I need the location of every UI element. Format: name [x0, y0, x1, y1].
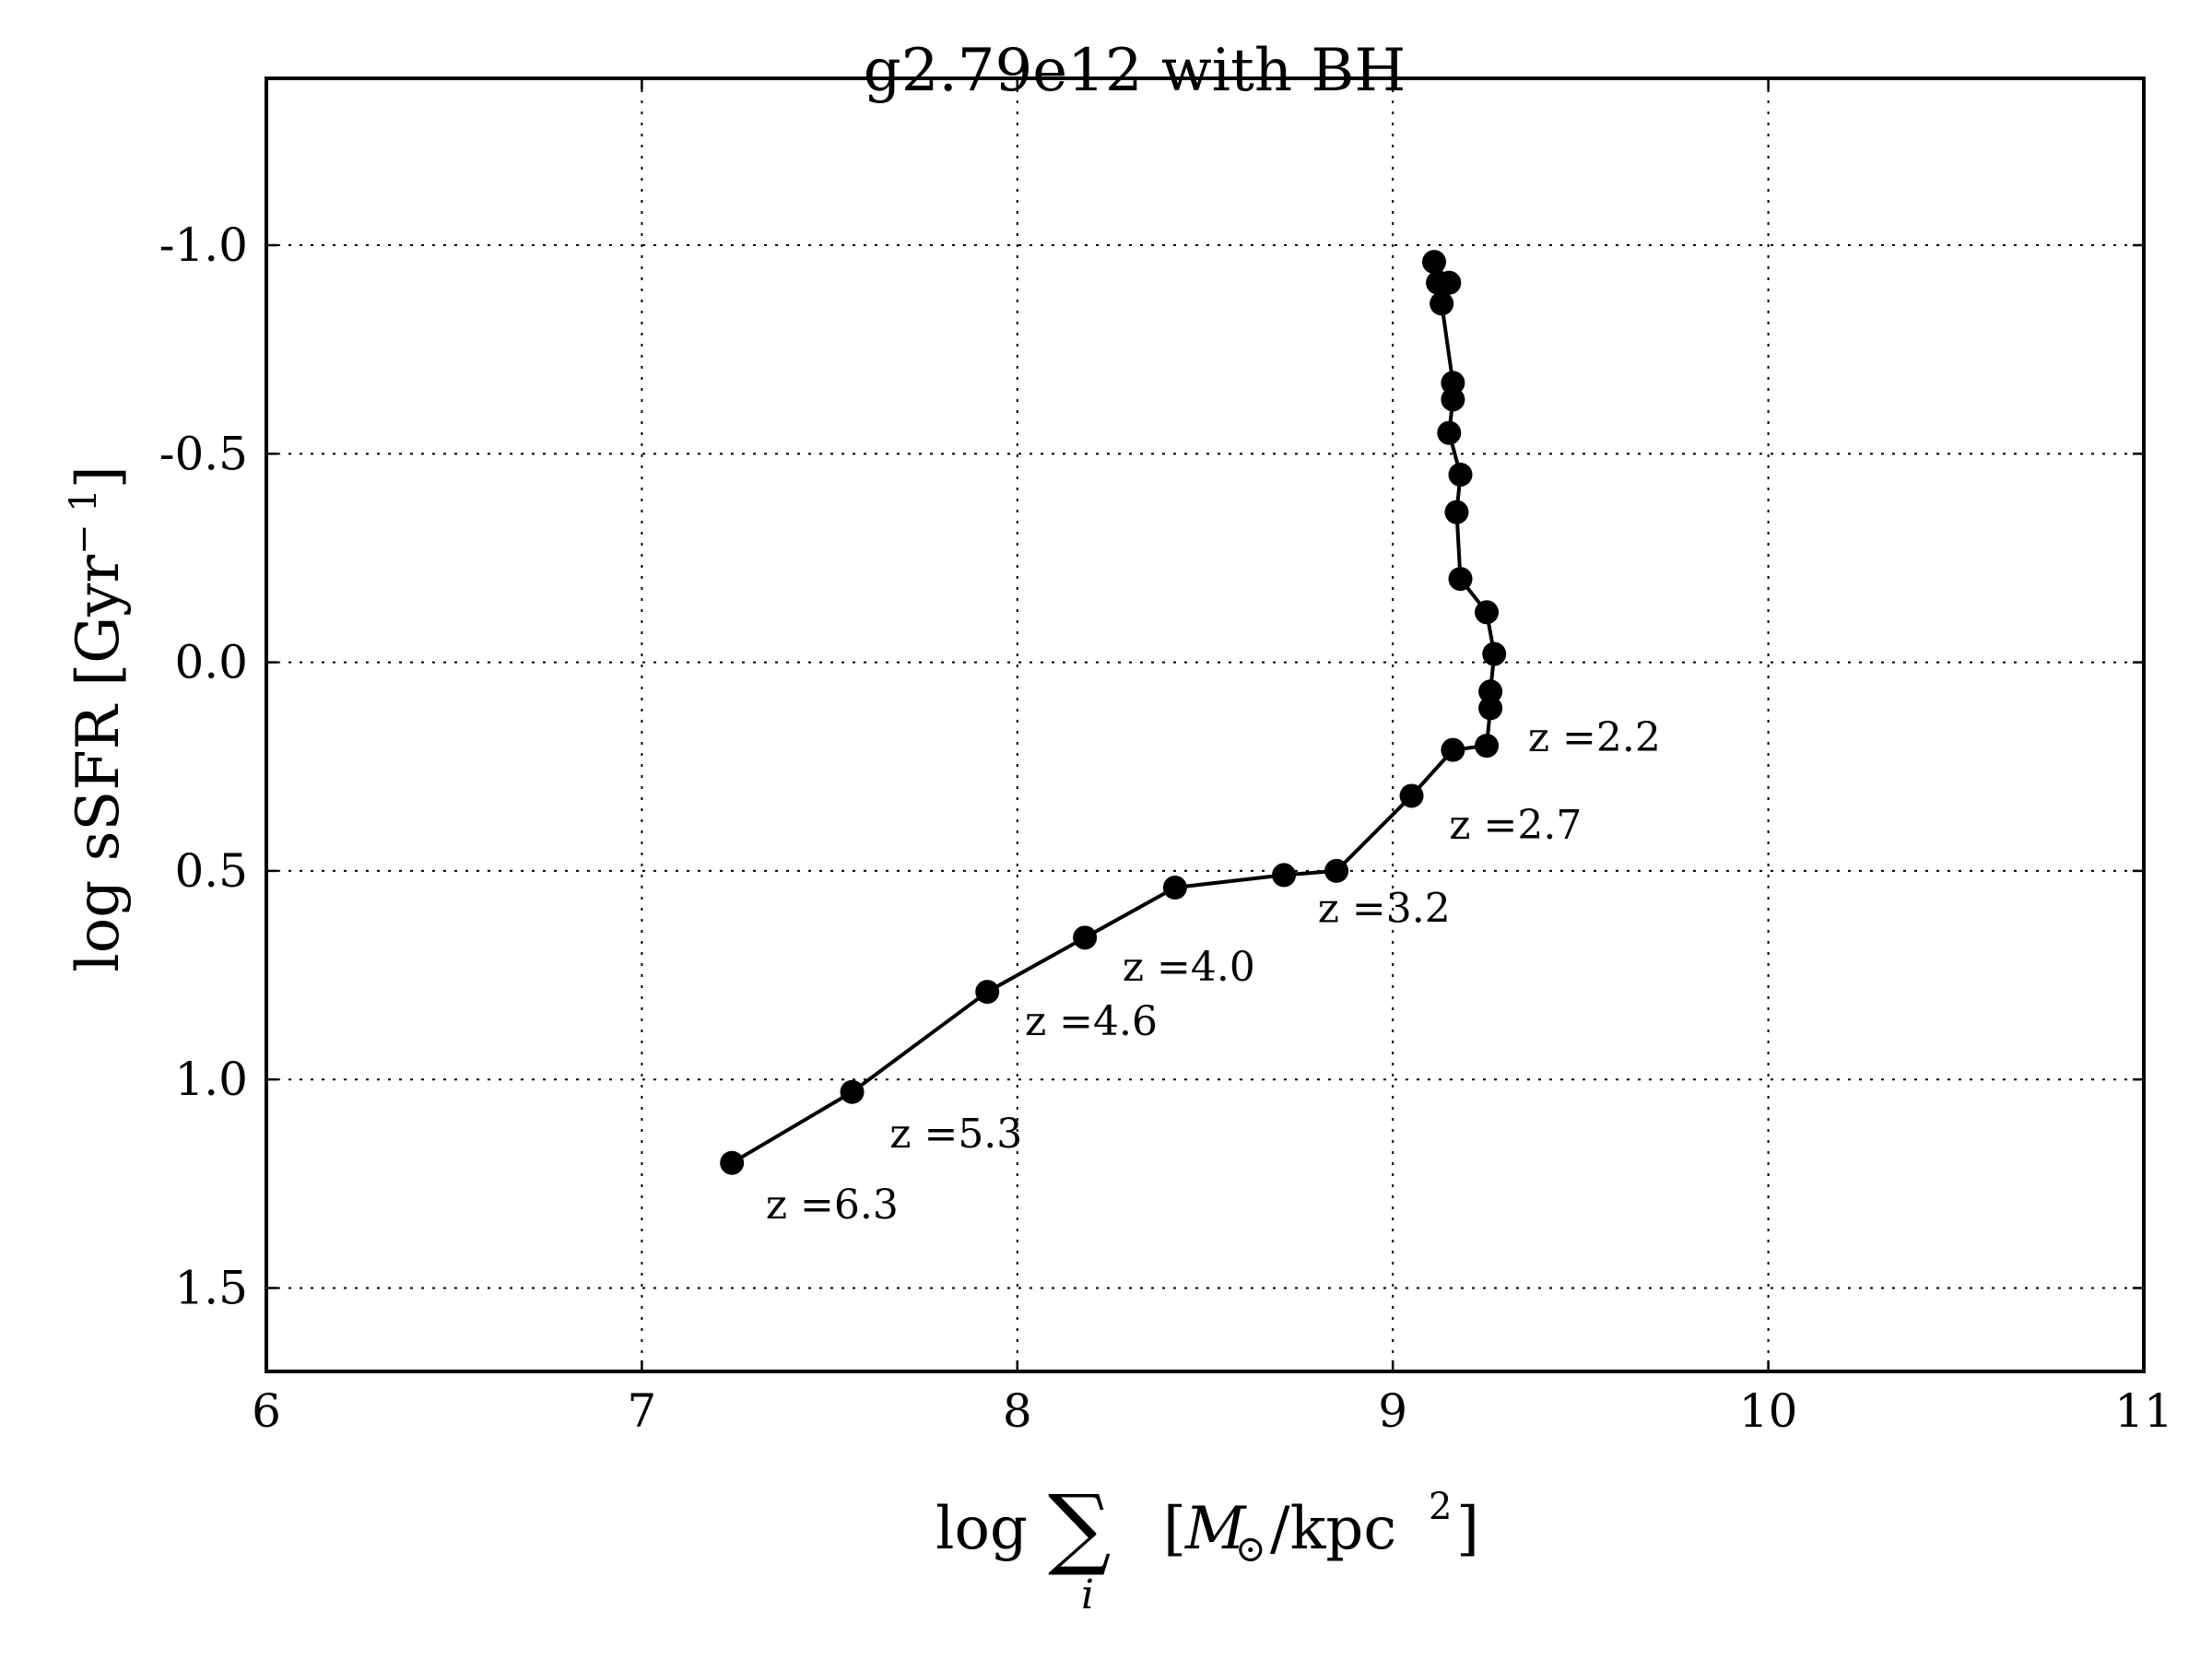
series: [720, 250, 1507, 1175]
x-axis-label-open: [: [1163, 1495, 1186, 1563]
y-tick-label: 1.5: [174, 1261, 248, 1314]
grid: [266, 78, 2144, 1371]
x-axis-label-close: ]: [1456, 1495, 1479, 1563]
data-point: [1437, 420, 1462, 445]
data-point: [1482, 641, 1507, 666]
x-tick-label: 8: [1003, 1384, 1032, 1438]
y-axis-label-sup: − 1: [63, 488, 105, 555]
x-tick-label: 10: [1739, 1384, 1798, 1438]
y-axis-label: log sSFR [Gyr− 1]: [63, 465, 133, 971]
data-point: [1399, 783, 1424, 808]
data-point: [720, 1150, 745, 1175]
redshift-annotation: z =5.3: [889, 1111, 1022, 1158]
data-point: [840, 1079, 865, 1104]
x-axis-label-mass: M: [1184, 1495, 1247, 1563]
data-point: [975, 980, 1000, 1005]
x-tick-label: 11: [2114, 1384, 2173, 1438]
redshift-annotation: z =6.3: [766, 1182, 899, 1229]
data-point: [1441, 371, 1465, 395]
data-point: [1324, 858, 1349, 883]
y-tick-label: 0.5: [174, 844, 248, 898]
data-point: [1272, 863, 1297, 888]
svg-text:log sSFR [Gyr− 1]: log sSFR [Gyr− 1]: [63, 465, 133, 971]
data-point: [1162, 876, 1187, 900]
x-tick-label: 9: [1378, 1384, 1407, 1438]
redshift-annotation: z =4.0: [1123, 944, 1255, 991]
series-line: [731, 260, 1497, 1165]
data-point: [1475, 734, 1500, 759]
data-point: [1437, 270, 1462, 295]
y-tick-label: -0.5: [159, 427, 248, 480]
chart-title: g2.79e12 with BH: [864, 37, 1406, 105]
x-tick-label: 7: [627, 1384, 656, 1438]
y-axis-label-close: ]: [65, 465, 133, 488]
data-point: [1430, 291, 1454, 316]
data-point: [1073, 925, 1098, 950]
data-point: [1441, 737, 1465, 762]
ticks: 6 7 8 9 10 11 -1.0 -0.5 0.0 0.5 1.0 1.5: [159, 78, 2173, 1438]
y-tick-label: 0.0: [174, 636, 248, 689]
redshift-annotation: z =3.2: [1318, 886, 1451, 933]
x-axis-label-subscript: i: [1081, 1571, 1094, 1618]
x-axis-label: log ∑ i [ M ⊙ /kpc 2 ]: [935, 1476, 1479, 1618]
x-axis-label-unit: /kpc: [1270, 1495, 1396, 1563]
data-point: [1478, 679, 1503, 704]
plot-frame: [265, 76, 2146, 1373]
data-point: [1441, 387, 1465, 412]
data-point: [1422, 250, 1447, 275]
data-point: [1475, 600, 1500, 625]
x-axis-label-sum: ∑: [1048, 1476, 1112, 1579]
redshift-annotation: z =2.2: [1528, 714, 1661, 761]
redshift-annotation: z =2.7: [1449, 802, 1582, 849]
y-axis-label-text: log sSFR [Gyr: [65, 555, 133, 972]
data-point: [1448, 567, 1473, 592]
x-axis-label-sup: 2: [1429, 1486, 1452, 1528]
x-tick-label: 6: [252, 1384, 281, 1438]
data-point: [1444, 500, 1469, 524]
x-axis-label-sun: ⊙: [1235, 1528, 1266, 1571]
y-tick-label: 1.0: [174, 1053, 248, 1106]
data-point: [1478, 696, 1503, 721]
annotations: z =6.3 z =5.3 z =4.6 z =4.0 z =3.2 z =2.7 z =2…: [766, 714, 1661, 1229]
data-point: [1448, 462, 1473, 487]
y-tick-label: -1.0: [159, 218, 248, 272]
x-axis-label-prefix: log: [935, 1495, 1028, 1563]
redshift-annotation: z =4.6: [1025, 998, 1158, 1045]
